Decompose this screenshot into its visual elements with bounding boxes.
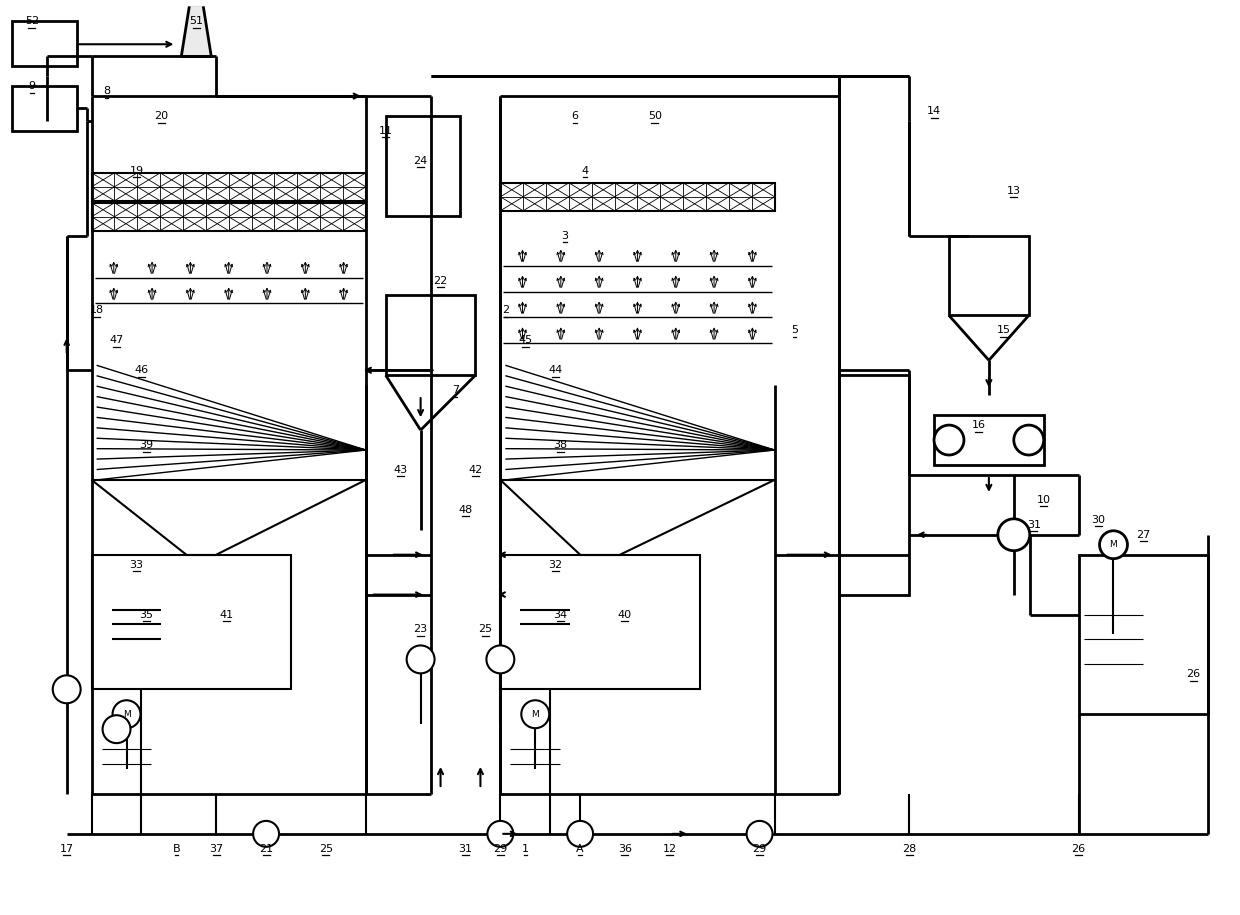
Text: B: B (172, 844, 180, 854)
Text: 35: 35 (139, 609, 154, 619)
Text: 21: 21 (259, 844, 273, 854)
Circle shape (486, 645, 515, 673)
Text: 16: 16 (972, 420, 986, 430)
Bar (92, 554, 291, 689)
Text: 19: 19 (129, 166, 144, 176)
Text: 18: 18 (89, 306, 104, 316)
Circle shape (53, 675, 81, 704)
Text: 52: 52 (25, 16, 38, 27)
Bar (1079, 554, 1208, 715)
Text: 30: 30 (1091, 515, 1106, 525)
Text: 50: 50 (647, 111, 662, 121)
Text: 41: 41 (219, 609, 233, 619)
Bar (934, 415, 1044, 465)
Text: 25: 25 (479, 624, 492, 634)
Circle shape (567, 821, 593, 846)
Circle shape (103, 716, 130, 743)
Text: 22: 22 (434, 275, 448, 285)
Text: M: M (123, 710, 130, 718)
Text: 11: 11 (378, 126, 393, 136)
Circle shape (487, 821, 513, 846)
Text: 45: 45 (518, 336, 532, 345)
Text: 7: 7 (451, 385, 459, 395)
Text: 46: 46 (134, 365, 149, 375)
Text: 29: 29 (753, 844, 766, 854)
Text: 14: 14 (928, 106, 941, 116)
Bar (501, 554, 699, 689)
Text: 26: 26 (1071, 844, 1086, 854)
Bar (386, 296, 475, 375)
Text: 23: 23 (414, 624, 428, 634)
Bar (501, 183, 775, 210)
Text: 37: 37 (210, 844, 223, 854)
Circle shape (1014, 425, 1044, 455)
Text: 10: 10 (1037, 495, 1050, 505)
Text: 29: 29 (494, 844, 507, 854)
Text: 28: 28 (901, 844, 916, 854)
Text: 34: 34 (553, 609, 567, 619)
Circle shape (521, 700, 549, 728)
Bar (92, 173, 366, 200)
Polygon shape (181, 6, 211, 56)
Bar (12, 86, 77, 131)
Text: A: A (577, 844, 584, 854)
Text: 42: 42 (469, 465, 482, 475)
Text: 39: 39 (139, 440, 154, 450)
Text: 44: 44 (548, 365, 562, 375)
Text: 17: 17 (60, 844, 73, 854)
Text: 12: 12 (663, 844, 677, 854)
Circle shape (746, 821, 773, 846)
Text: 51: 51 (190, 16, 203, 27)
Text: 20: 20 (154, 111, 169, 121)
Circle shape (1100, 531, 1127, 559)
Circle shape (253, 821, 279, 846)
Text: 25: 25 (319, 844, 334, 854)
Text: 8: 8 (103, 86, 110, 96)
Text: M: M (1110, 540, 1117, 549)
Circle shape (998, 519, 1029, 551)
Bar (92, 203, 366, 231)
Text: 13: 13 (1007, 186, 1021, 196)
Bar (839, 375, 909, 595)
Bar (12, 21, 77, 66)
Text: 47: 47 (109, 336, 124, 345)
Text: 3: 3 (562, 231, 569, 241)
Bar (386, 116, 460, 216)
Text: M: M (532, 710, 539, 718)
Text: 36: 36 (618, 844, 632, 854)
Text: 6: 6 (572, 111, 579, 121)
Text: 27: 27 (1136, 530, 1151, 540)
Text: 26: 26 (1187, 670, 1200, 679)
Circle shape (407, 645, 434, 673)
Text: 15: 15 (997, 326, 1011, 336)
Text: 31: 31 (1027, 520, 1040, 530)
Text: 24: 24 (413, 156, 428, 166)
Text: 5: 5 (791, 326, 799, 336)
Text: 9: 9 (29, 81, 36, 92)
Text: 1: 1 (522, 844, 528, 854)
Text: 32: 32 (548, 560, 562, 570)
Text: 38: 38 (553, 440, 567, 450)
Circle shape (934, 425, 963, 455)
Text: 2: 2 (502, 306, 508, 316)
Text: 33: 33 (129, 560, 144, 570)
Text: 4: 4 (582, 166, 589, 176)
Text: 40: 40 (618, 609, 632, 619)
Circle shape (113, 700, 140, 728)
Text: 31: 31 (459, 844, 472, 854)
Bar (949, 236, 1029, 316)
Text: 48: 48 (459, 505, 472, 515)
Text: 43: 43 (393, 465, 408, 475)
